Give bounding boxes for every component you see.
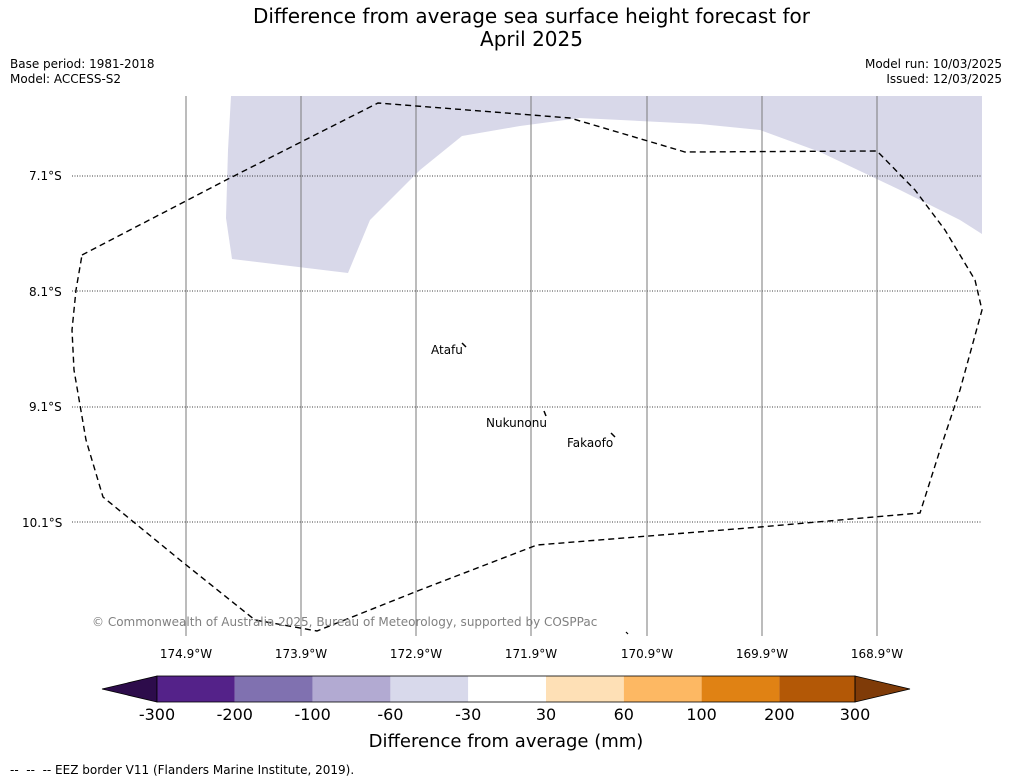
colorbar-segment [468, 676, 546, 702]
colorbar-segment [157, 676, 235, 702]
latitude-gridlines [72, 175, 982, 523]
longitude-gridlines [185, 96, 878, 636]
map-figure: 7.1°S 8.1°S 9.1°S 10.1°S 174.9°W 173.9°W… [22, 96, 983, 752]
chart-title: Difference from average sea surface heig… [0, 5, 1011, 51]
colorbar-segment [546, 676, 624, 702]
colorbar-segment [779, 676, 855, 702]
title-line-2: April 2025 [480, 27, 583, 51]
latitude-label-9-1: 9.1°S [29, 400, 62, 414]
atafu-atoll [461, 342, 467, 348]
longitude-label: 172.9°W [390, 647, 442, 661]
colorbar-tick: -60 [377, 705, 403, 724]
eez-legend-footnote: -- -- -- EEZ border V11 (Flanders Marine… [10, 763, 355, 777]
small-islet [625, 631, 629, 635]
colorbar-tick: 30 [536, 705, 556, 724]
colorbar-tick: 60 [614, 705, 634, 724]
longitude-label: 173.9°W [275, 647, 327, 661]
colorbar-segment [234, 676, 313, 702]
colorbar-tick: 100 [686, 705, 717, 724]
colorbar-tick: -30 [455, 705, 481, 724]
colorbar-extend-high [854, 675, 911, 703]
model-run-text: Model run: 10/03/2025 [864, 57, 1002, 71]
latitude-label-10-1: 10.1°S [22, 516, 62, 530]
nukunonu-atoll [543, 410, 547, 417]
eez-border [71, 102, 983, 632]
colorbar-tick: -200 [217, 705, 253, 724]
latitude-label-7-1: 7.1°S [29, 169, 62, 183]
meta-left: Base period: 1981-2018 Model: ACCESS-S2 [10, 57, 155, 87]
fakaofo-atoll [610, 432, 616, 438]
colorbar-segment [701, 676, 780, 702]
colorbar-segment [312, 676, 391, 702]
issued-text: Issued: 12/03/2025 [886, 72, 1002, 86]
place-label-nukunonu: Nukunonu [486, 416, 547, 430]
colorbar-tick: -300 [139, 705, 175, 724]
longitude-label: 170.9°W [621, 647, 673, 661]
meta-right: Model run: 10/03/2025 Issued: 12/03/2025 [865, 57, 1002, 87]
model-text: Model: ACCESS-S2 [10, 72, 122, 86]
copyright-text: © Commonwealth of Australia 2025, Bureau… [92, 615, 597, 629]
longitude-label: 171.9°W [505, 647, 557, 661]
longitude-label: 168.9°W [851, 647, 903, 661]
colorbar-tick: 200 [764, 705, 795, 724]
ssh-anomaly-shading [226, 96, 982, 273]
longitude-label: 169.9°W [736, 647, 788, 661]
latitude-label-8-1: 8.1°S [29, 285, 62, 299]
longitude-label: 174.9°W [160, 647, 212, 661]
place-label-fakaofo: Fakaofo [567, 436, 613, 450]
place-label-atafu: Atafu [431, 343, 463, 357]
colorbar-title: Difference from average (mm) [369, 731, 644, 752]
base-period-text: Base period: 1981-2018 [10, 57, 155, 71]
colorbar-segment [623, 676, 702, 702]
title-line-1: Difference from average sea surface heig… [252, 4, 811, 28]
colorbar-tick: 300 [840, 705, 871, 724]
colorbar-tick: -100 [294, 705, 330, 724]
colorbar-outline [156, 675, 856, 703]
colorbar-segment [390, 676, 469, 702]
colorbar-extend-low [101, 675, 158, 703]
colorbar: -300 -200 -100 -60 -30 30 60 100 200 300… [101, 675, 911, 752]
